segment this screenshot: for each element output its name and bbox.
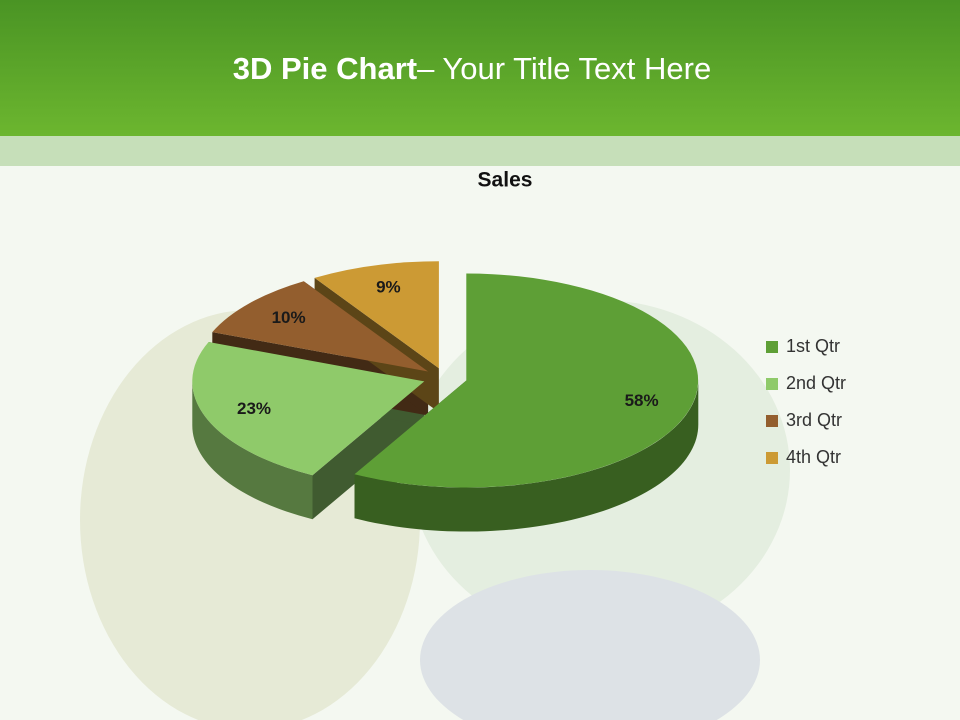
slice <box>314 261 439 369</box>
header-band <box>0 0 960 136</box>
chart-title: Sales <box>478 169 533 192</box>
header-stripe <box>0 136 960 166</box>
legend-label: 2nd Qtr <box>786 373 846 393</box>
data-label: 10% <box>272 308 306 327</box>
legend-swatch <box>766 341 778 353</box>
data-label: 9% <box>376 278 401 297</box>
slice <box>212 281 429 372</box>
slice-wall <box>192 381 313 520</box>
legend-label: 1st Qtr <box>786 336 840 356</box>
legend-label: 3rd Qtr <box>786 410 842 430</box>
slide-title-bold: 3D Pie Chart <box>233 51 417 86</box>
slice-wall <box>354 380 699 532</box>
slide-title: 3D Pie Chart– Your Title Text Here <box>233 51 711 86</box>
decor <box>420 570 760 720</box>
slide-title-rest: – Your Title Text Here <box>417 51 711 86</box>
legend-swatch <box>766 378 778 390</box>
legend: 1st Qtr 2nd Qtr 3rd Qtr 4th Qtr <box>766 336 846 467</box>
slice <box>354 273 699 488</box>
pie-labels: 58% 23% 10% 9% <box>237 278 659 419</box>
pie-walls <box>192 380 699 532</box>
legend-swatch <box>766 452 778 464</box>
legend-label: 4th Qtr <box>786 447 841 467</box>
data-label: 58% <box>625 391 659 410</box>
slice <box>192 342 425 476</box>
data-label: 23% <box>237 399 271 418</box>
pie: 58% 23% 10% 9% <box>192 261 699 532</box>
pie-tops <box>192 261 699 488</box>
legend-swatch <box>766 415 778 427</box>
